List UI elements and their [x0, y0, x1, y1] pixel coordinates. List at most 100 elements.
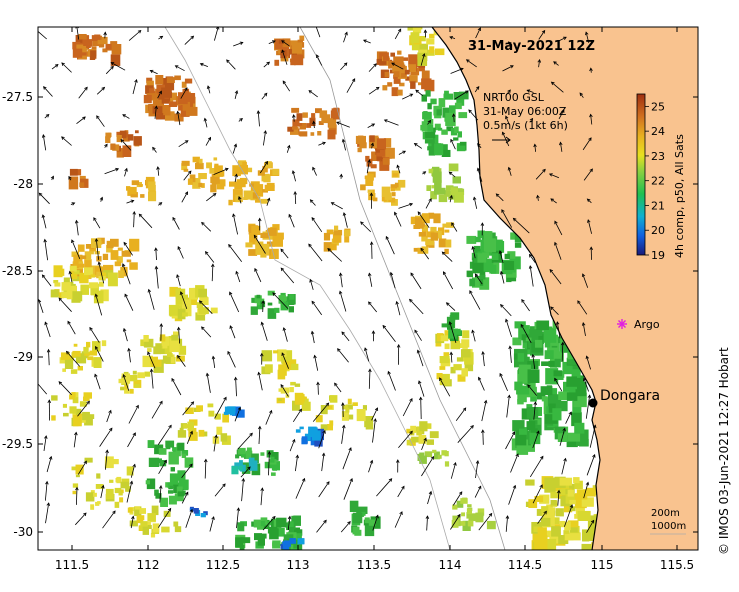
- sst-cell: [235, 537, 243, 548]
- current-vector: [47, 399, 52, 421]
- current-vector: [397, 485, 405, 498]
- current-vector: [128, 404, 139, 424]
- sst-cell: [574, 422, 585, 434]
- sst-cell: [127, 134, 134, 141]
- current-vector: [557, 36, 567, 42]
- sst-cell: [541, 396, 548, 402]
- contour-1000m: [164, 27, 451, 550]
- sst-cell: [206, 162, 212, 169]
- sst-cell: [426, 185, 432, 191]
- sst-cell: [561, 340, 572, 353]
- sst-cell: [364, 525, 375, 537]
- current-vector: [309, 278, 314, 290]
- current-vector: [206, 85, 211, 94]
- current-vector: [561, 457, 567, 475]
- sst-cell: [69, 406, 77, 414]
- x-axis: 111.5 112 112.5 113 113.5 114 114.5 115 115.5: [55, 27, 694, 572]
- current-vector: [360, 221, 372, 233]
- sst-cell: [80, 178, 89, 188]
- current-vector: [536, 194, 540, 201]
- sst-cell: [548, 403, 556, 413]
- sst-cell: [73, 343, 78, 347]
- sst-cell: [239, 460, 243, 466]
- sst-cell: [70, 271, 78, 279]
- sst-cell: [469, 278, 475, 287]
- sst-cell: [150, 532, 156, 538]
- sst-cell: [425, 238, 435, 246]
- sst-cell: [167, 97, 174, 103]
- sst-cell: [434, 230, 442, 239]
- sst-cell: [167, 482, 174, 488]
- sst-cell: [544, 414, 558, 424]
- sst-cell: [224, 406, 233, 414]
- sst-cell: [81, 46, 88, 51]
- sst-cell: [472, 277, 480, 288]
- sst-cell: [541, 361, 549, 366]
- sst-cell: [304, 433, 313, 442]
- sst-patches: [50, 27, 605, 550]
- current-vector: [477, 143, 482, 149]
- current-vector: [425, 198, 432, 209]
- sst-cell: [259, 533, 267, 539]
- sst-cell: [184, 78, 193, 84]
- sst-cell: [278, 50, 283, 54]
- sst-cell: [398, 64, 406, 70]
- sst-cell: [326, 229, 334, 235]
- current-vector: [186, 430, 193, 444]
- vector-legend-line2: 31-May 06:00Z: [483, 105, 567, 118]
- sst-cell: [422, 213, 429, 222]
- current-vector: [471, 245, 476, 259]
- current-vector: [234, 406, 242, 422]
- current-vector: [232, 213, 238, 235]
- sst-cell: [121, 373, 131, 384]
- current-vector: [369, 192, 374, 209]
- current-vector: [318, 481, 330, 498]
- current-vector: [213, 434, 218, 452]
- sst-cell: [251, 453, 259, 464]
- sst-cell: [434, 143, 444, 155]
- sst-cell: [365, 155, 370, 162]
- sst-cell: [428, 212, 435, 219]
- current-vector: [103, 31, 107, 39]
- sst-cell: [144, 371, 151, 377]
- sst-cell: [541, 506, 549, 514]
- sst-cell: [195, 162, 204, 170]
- current-vector: [201, 326, 212, 338]
- current-vector: [182, 401, 195, 416]
- sst-cell: [161, 526, 170, 533]
- sst-cell: [327, 424, 333, 431]
- sst-cell: [526, 421, 536, 431]
- current-vector: [343, 31, 348, 43]
- current-vector: [420, 53, 426, 66]
- current-vector: [529, 455, 544, 478]
- sst-cell: [410, 216, 417, 225]
- sst-cell: [129, 520, 138, 527]
- current-vector: [73, 431, 78, 448]
- sst-cell: [250, 181, 260, 192]
- current-vector: [465, 59, 477, 68]
- sst-cell: [79, 401, 87, 407]
- sst-cell: [320, 405, 328, 415]
- sst-cell: [442, 223, 449, 228]
- current-vector: [176, 326, 181, 344]
- current-vector: [586, 454, 596, 476]
- sst-cell: [311, 113, 316, 119]
- x-tick-label: 111.5: [55, 558, 89, 572]
- sst-cell: [436, 373, 443, 380]
- sst-cell: [288, 544, 298, 550]
- sst-cell: [466, 512, 472, 519]
- sst-cell: [207, 403, 214, 408]
- sst-cell: [444, 343, 450, 350]
- sst-cell: [271, 234, 276, 240]
- current-vector: [183, 170, 192, 181]
- sst-cell: [486, 520, 496, 530]
- sst-cell: [290, 381, 296, 386]
- current-vector: [454, 90, 469, 100]
- sst-cell: [159, 460, 167, 467]
- current-vector: [526, 89, 534, 93]
- sst-cell: [490, 232, 496, 239]
- sst-cell: [557, 488, 566, 495]
- current-vector: [58, 297, 72, 312]
- sst-cell: [453, 328, 461, 335]
- sst-cell: [435, 342, 442, 347]
